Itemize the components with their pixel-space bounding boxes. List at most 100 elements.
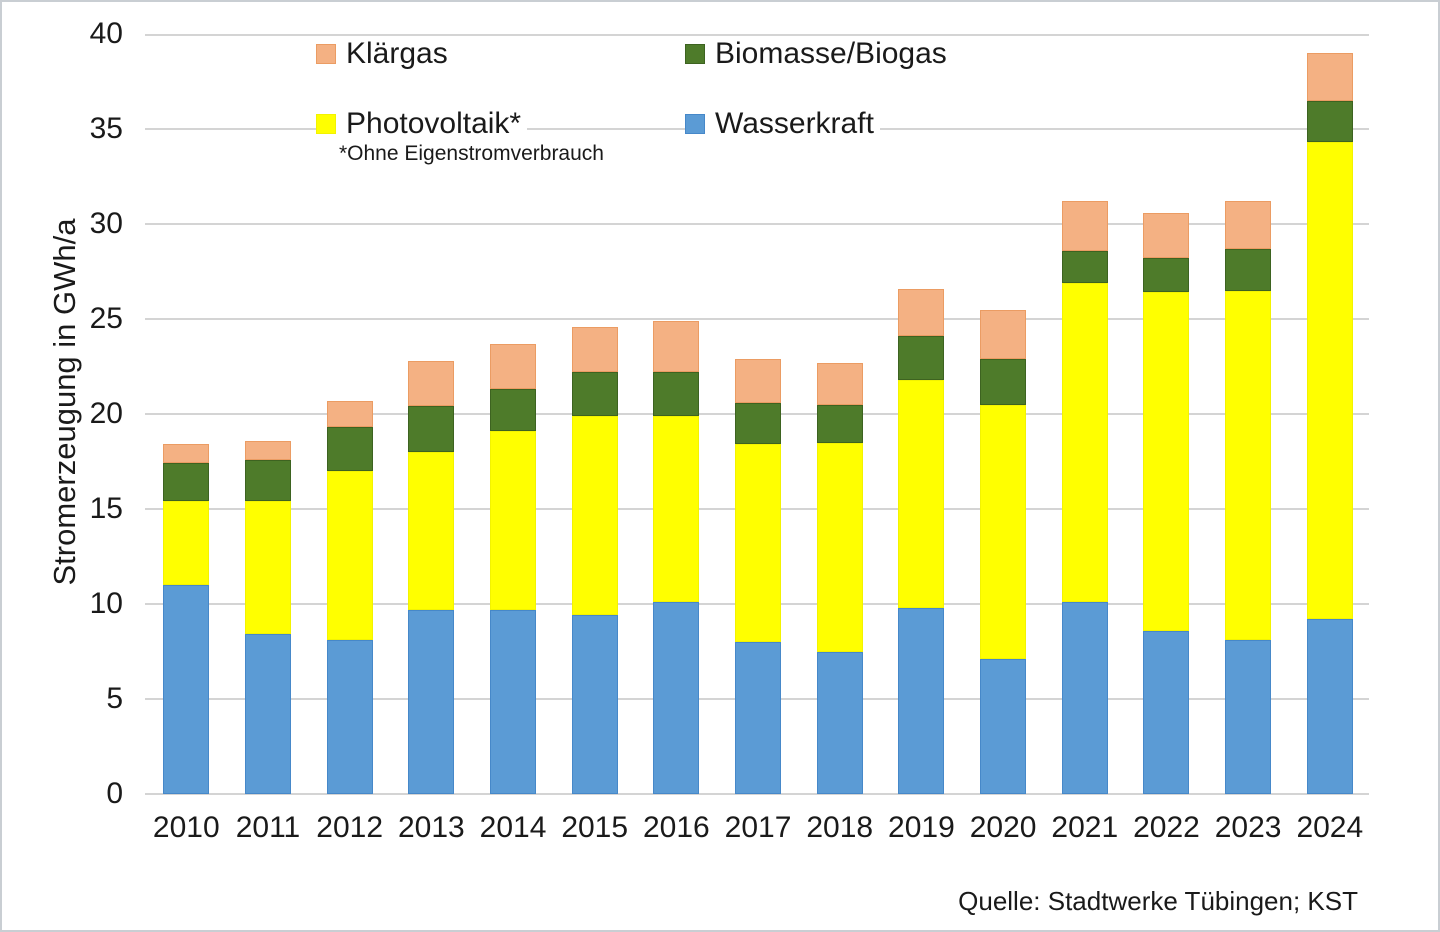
bar-2015-segment-biomasse-biogas xyxy=(571,372,618,416)
x-tick-label-2011: 2011 xyxy=(235,811,301,844)
legend-item-klaergas: Klärgas xyxy=(316,36,454,72)
legend-swatch-photovoltaik-icon xyxy=(316,114,336,134)
bar-2023-segment-wasserkraft xyxy=(1225,640,1272,794)
bar-2022-segment-biomasse-biogas xyxy=(1143,258,1190,293)
bar-2024-segment-photovoltaik xyxy=(1306,142,1353,620)
bar-2020-segment-wasserkraft xyxy=(980,659,1027,794)
bar-2013-segment-wasserkraft xyxy=(408,609,455,794)
bar-2013-segment-photovoltaik xyxy=(408,452,455,610)
bar-2019-segment-wasserkraft xyxy=(898,607,945,794)
bar-2016-segment-biomasse-biogas xyxy=(653,372,700,416)
bar-2010-segment-kl-rgas xyxy=(163,444,210,464)
legend-swatch-biomasse-biogas-icon xyxy=(685,44,705,64)
bar-2021-segment-photovoltaik xyxy=(1061,282,1108,603)
y-tick-label-5: 5 xyxy=(106,682,123,715)
bar-2013-segment-kl-rgas xyxy=(408,360,455,407)
bar-2013 xyxy=(408,360,455,794)
bar-2014-segment-biomasse-biogas xyxy=(490,389,537,432)
bar-2016-segment-wasserkraft xyxy=(653,602,700,794)
bar-2019-segment-photovoltaik xyxy=(898,379,945,608)
bar-2016-segment-kl-rgas xyxy=(653,320,700,373)
gridline-0 xyxy=(145,793,1369,795)
bar-2017-segment-biomasse-biogas xyxy=(735,402,782,445)
bar-2017-segment-wasserkraft xyxy=(735,642,782,794)
bar-2018-segment-wasserkraft xyxy=(816,651,863,794)
bar-2017 xyxy=(735,358,782,794)
x-tick-label-2013: 2013 xyxy=(397,811,465,844)
bar-2020-segment-biomasse-biogas xyxy=(980,358,1027,405)
x-tick-label-2024: 2024 xyxy=(1296,811,1364,844)
legend-note: *Ohne Eigenstromverbrauch xyxy=(339,142,604,166)
bar-2012-segment-wasserkraft xyxy=(326,640,373,794)
bar-2015-segment-wasserkraft xyxy=(571,615,618,794)
bar-2011-segment-wasserkraft xyxy=(244,634,291,794)
bar-2012-segment-photovoltaik xyxy=(326,471,373,641)
y-tick-label-20: 20 xyxy=(89,397,123,430)
x-tick-label-2021: 2021 xyxy=(1051,811,1119,844)
plot-area xyxy=(145,34,1369,795)
bar-2024-segment-wasserkraft xyxy=(1306,619,1353,794)
bar-2019 xyxy=(898,288,945,794)
gridline-30 xyxy=(145,223,1369,225)
bar-2014-segment-photovoltaik xyxy=(490,431,537,610)
x-tick-label-2020: 2020 xyxy=(969,811,1037,844)
legend-label-photovoltaik: Photovoltaik* xyxy=(346,107,522,140)
bar-2024-segment-kl-rgas xyxy=(1306,53,1353,101)
gridline-40 xyxy=(145,34,1369,36)
x-tick-label-2016: 2016 xyxy=(643,811,710,844)
bar-2011 xyxy=(244,440,291,794)
bar-2019-segment-biomasse-biogas xyxy=(898,336,945,380)
x-tick-label-2012: 2012 xyxy=(316,811,384,844)
x-tick-label-2018: 2018 xyxy=(806,811,874,844)
bar-2021-segment-wasserkraft xyxy=(1061,602,1108,794)
bar-2023-segment-biomasse-biogas xyxy=(1225,248,1272,291)
source-text: Quelle: Stadtwerke Tübingen; KST xyxy=(958,886,1358,916)
bar-2010-segment-wasserkraft xyxy=(163,585,210,794)
bar-2018 xyxy=(816,362,863,794)
bar-2010 xyxy=(163,444,210,794)
bar-2011-segment-photovoltaik xyxy=(244,501,291,635)
x-tick-label-2017: 2017 xyxy=(724,811,792,844)
bar-2013-segment-biomasse-biogas xyxy=(408,406,455,452)
y-tick-label-15: 15 xyxy=(89,492,123,525)
y-tick-label-30: 30 xyxy=(89,207,123,240)
bar-2016 xyxy=(653,320,700,794)
bar-2022 xyxy=(1143,212,1190,794)
bar-2022-segment-wasserkraft xyxy=(1143,630,1190,794)
bar-2023 xyxy=(1225,201,1272,794)
legend-label-wasserkraft: Wasserkraft xyxy=(715,107,874,140)
bar-2018-segment-photovoltaik xyxy=(816,442,863,652)
bar-2011-segment-biomasse-biogas xyxy=(244,459,291,502)
bar-2021-segment-kl-rgas xyxy=(1061,201,1108,251)
bar-2015-segment-kl-rgas xyxy=(571,326,618,373)
bar-2010-segment-photovoltaik xyxy=(163,501,210,585)
x-tick-label-2019: 2019 xyxy=(888,811,955,844)
y-tick-label-10: 10 xyxy=(89,587,123,620)
bar-2019-segment-kl-rgas xyxy=(898,288,945,337)
bar-2022-segment-photovoltaik xyxy=(1143,292,1190,631)
bar-2012-segment-biomasse-biogas xyxy=(326,427,373,471)
bar-2012 xyxy=(326,400,373,794)
bar-2015-segment-photovoltaik xyxy=(571,415,618,616)
gridline-25 xyxy=(145,318,1369,320)
bar-2016-segment-photovoltaik xyxy=(653,415,700,603)
bar-2010-segment-biomasse-biogas xyxy=(163,463,210,502)
x-tick-label-2022: 2022 xyxy=(1133,811,1200,844)
bar-2022-segment-kl-rgas xyxy=(1143,212,1190,259)
bar-2018-segment-kl-rgas xyxy=(816,362,863,405)
y-tick-label-35: 35 xyxy=(89,112,123,145)
bar-2014 xyxy=(490,343,537,794)
bar-2011-segment-kl-rgas xyxy=(244,440,291,460)
x-tick-label-2014: 2014 xyxy=(479,811,547,844)
legend-swatch-wasserkraft-icon xyxy=(685,114,705,134)
bar-2014-segment-kl-rgas xyxy=(490,343,537,390)
y-tick-label-0: 0 xyxy=(106,777,123,810)
bar-2017-segment-kl-rgas xyxy=(735,358,782,403)
legend-label-klaergas: Klärgas xyxy=(346,37,448,70)
bar-2020-segment-kl-rgas xyxy=(980,309,1027,359)
legend-swatch-klaergas-icon xyxy=(316,44,336,64)
bar-2014-segment-wasserkraft xyxy=(490,609,537,794)
bar-2018-segment-biomasse-biogas xyxy=(816,404,863,443)
x-tick-label-2015: 2015 xyxy=(561,811,629,844)
